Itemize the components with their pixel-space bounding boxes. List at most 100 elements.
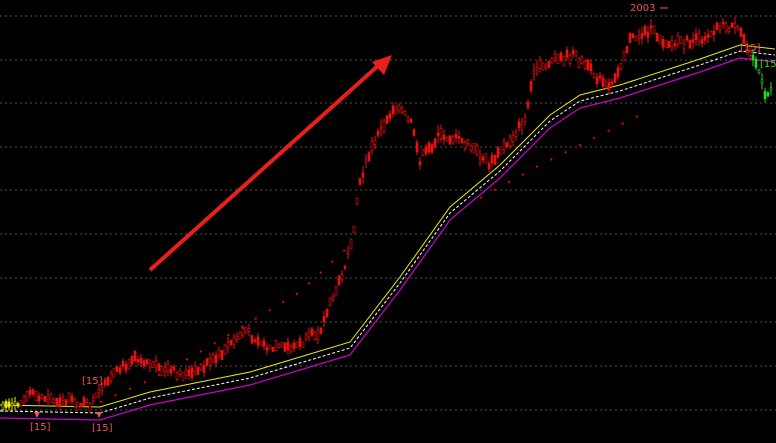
candle-body bbox=[736, 25, 740, 31]
candle-body bbox=[763, 91, 767, 99]
candle-body bbox=[478, 155, 482, 160]
candle-body bbox=[640, 33, 644, 39]
candle-body bbox=[328, 297, 332, 306]
candle-body bbox=[610, 81, 614, 85]
candle-body bbox=[598, 75, 602, 79]
candle-body bbox=[118, 367, 122, 374]
candle-body bbox=[295, 341, 299, 349]
candle-body bbox=[493, 154, 497, 165]
candle-body bbox=[514, 132, 518, 137]
candle-body bbox=[82, 397, 86, 407]
candle-body bbox=[529, 81, 533, 92]
candle-body bbox=[577, 57, 581, 68]
candle-body bbox=[25, 390, 29, 402]
candle-body bbox=[475, 144, 479, 155]
candle-body bbox=[103, 379, 107, 386]
candle-body bbox=[544, 65, 548, 69]
candle-body bbox=[238, 332, 242, 339]
candle-body bbox=[244, 327, 248, 334]
ma-line bbox=[0, 44, 776, 408]
candle-body bbox=[523, 117, 527, 122]
candle-body bbox=[214, 354, 218, 364]
grid bbox=[0, 15, 776, 411]
candle-body bbox=[16, 403, 20, 407]
candle-body bbox=[559, 52, 563, 61]
candle-body bbox=[4, 401, 8, 408]
candle-body bbox=[616, 67, 620, 78]
candle-body bbox=[403, 111, 407, 116]
candle-body bbox=[604, 81, 608, 87]
candle-body bbox=[751, 54, 755, 61]
candles bbox=[1, 16, 773, 414]
candle-body bbox=[520, 123, 524, 130]
candle-body bbox=[700, 39, 704, 44]
candle-body bbox=[757, 69, 761, 74]
candle-body bbox=[730, 22, 734, 28]
candle-body bbox=[637, 35, 641, 39]
candle-body bbox=[622, 51, 626, 62]
candle-body bbox=[277, 343, 281, 348]
candle-body bbox=[199, 364, 203, 370]
signal-label: [15] bbox=[760, 59, 776, 70]
candle-body bbox=[481, 156, 485, 161]
candle-body bbox=[223, 344, 227, 355]
candle-body bbox=[373, 139, 377, 145]
candle-body bbox=[265, 347, 269, 351]
trend-arrow bbox=[148, 62, 382, 272]
candle-body bbox=[151, 360, 155, 368]
candle-body bbox=[337, 275, 341, 286]
candle-body bbox=[550, 58, 554, 63]
candle-body bbox=[139, 357, 143, 364]
candle-body bbox=[463, 142, 467, 149]
candle-body bbox=[100, 387, 104, 391]
candle-body bbox=[274, 340, 278, 351]
candle-body bbox=[28, 389, 32, 395]
candle-body bbox=[745, 43, 749, 53]
candle-body bbox=[280, 342, 284, 348]
candle-body bbox=[67, 392, 71, 403]
candle-body bbox=[79, 403, 83, 408]
candle-body bbox=[160, 366, 164, 377]
candle-body bbox=[220, 350, 224, 361]
candle-body bbox=[412, 129, 416, 136]
candle-body bbox=[361, 172, 365, 178]
candle-body bbox=[517, 121, 521, 129]
candle-body bbox=[301, 341, 305, 348]
candle-body bbox=[145, 359, 149, 365]
candle-body bbox=[388, 113, 392, 119]
candle-body bbox=[472, 143, 476, 154]
candle-body bbox=[688, 39, 692, 49]
candle-body bbox=[409, 118, 413, 123]
candle-body bbox=[580, 56, 584, 64]
signal-label: [15] bbox=[30, 422, 51, 433]
candle-body bbox=[106, 376, 110, 386]
candle-body bbox=[613, 73, 617, 83]
candle-body bbox=[457, 136, 461, 139]
candle-body bbox=[634, 35, 638, 42]
candle-body bbox=[85, 399, 89, 403]
candle-body bbox=[115, 366, 119, 372]
candle-body bbox=[646, 31, 650, 38]
candle-body bbox=[22, 396, 26, 404]
candle-body bbox=[346, 251, 350, 255]
signal-arrow bbox=[96, 412, 102, 418]
candle-body bbox=[451, 136, 455, 144]
candle-body bbox=[643, 25, 647, 36]
candle-body bbox=[502, 142, 506, 150]
candle-body bbox=[484, 153, 488, 164]
candle-body bbox=[292, 342, 296, 349]
candle-body bbox=[568, 55, 572, 64]
candle-body bbox=[349, 238, 353, 250]
candle-body bbox=[331, 295, 335, 300]
candle-body bbox=[49, 393, 53, 403]
candle-body bbox=[61, 397, 65, 401]
candle-body bbox=[358, 178, 362, 186]
candle-body bbox=[679, 36, 683, 44]
candle-body bbox=[685, 36, 689, 41]
candle-body bbox=[541, 62, 545, 71]
candle-body bbox=[70, 395, 74, 402]
candle-body bbox=[175, 372, 179, 380]
candle-body bbox=[97, 389, 101, 393]
candle-body bbox=[589, 63, 593, 71]
candle-body bbox=[19, 400, 23, 407]
